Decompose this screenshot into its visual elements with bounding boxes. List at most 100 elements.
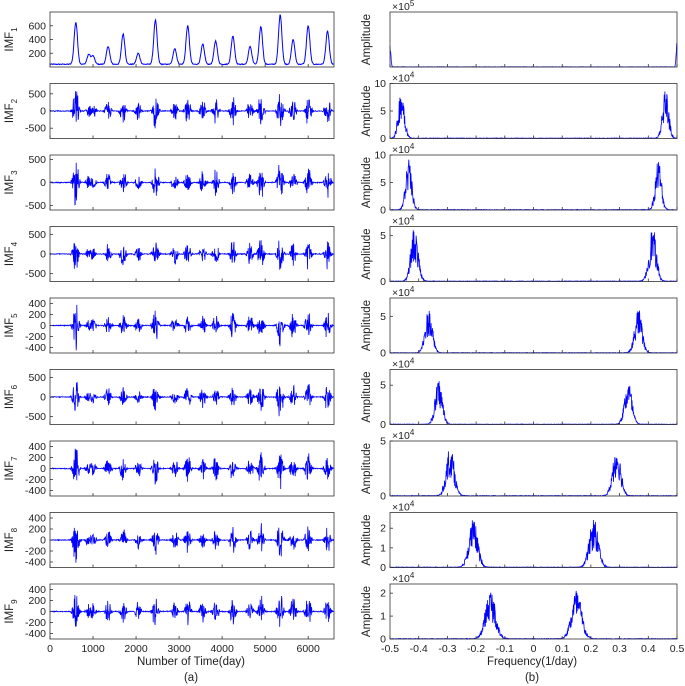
amplitude-ylabel: Amplitude: [361, 514, 373, 565]
x-tick-label: 0.4: [641, 643, 656, 655]
exponent-label: ×104: [392, 285, 415, 299]
y-tick-label: 0: [40, 606, 46, 618]
x-tick-label: 6000: [297, 643, 321, 655]
spectrum-1-axes-box: [389, 11, 678, 68]
spectrum-9-series: [389, 590, 678, 640]
y-tick-label: -400: [25, 342, 46, 354]
x-tick-label: -0.3: [438, 643, 456, 655]
amplitude-ylabel: Amplitude: [361, 228, 373, 279]
x-tick-label: 5000: [253, 643, 277, 655]
imf-9-series: [49, 594, 335, 627]
imf-1-axes-box: [49, 11, 335, 68]
y-tick-label: 400: [28, 513, 46, 525]
y-tick-label: 5: [380, 311, 386, 323]
spectrum-2-plot: 10 5 0 ×104 Amplitude: [361, 71, 678, 145]
y-tick-label: -500: [25, 268, 46, 280]
y-tick-label: 0: [40, 106, 46, 118]
x-tick-label: 0.3: [612, 643, 627, 655]
caption-b: (b): [525, 672, 539, 684]
spectrum-6-plot: 5 0 ×104 Amplitude: [361, 357, 678, 431]
imf-9-ylabel: IMF9: [4, 599, 19, 624]
imf-8-series: [49, 523, 335, 563]
spectrum-7-axes-box: [389, 440, 678, 497]
spectrum-5-plot: 5 0 ×104 Amplitude: [361, 285, 678, 360]
imf-3-series: [49, 162, 335, 206]
exponent-label: ×104: [392, 142, 415, 156]
imf-4-ylabel: IMF4: [4, 241, 19, 266]
amplitude-ylabel: Amplitude: [361, 300, 373, 351]
amplitude-ylabel: Amplitude: [361, 371, 373, 422]
spectrum-8-plot: 2 1 0 ×104 Amplitude: [361, 500, 678, 574]
exponent-label: ×104: [392, 71, 415, 85]
y-tick-label: 200: [28, 595, 46, 607]
x-tick-label: 1000: [81, 643, 105, 655]
y-tick-label: 0: [380, 133, 386, 145]
spectrum-3-axes-box: [389, 154, 678, 211]
y-tick-label: -400: [25, 628, 46, 640]
imf-6-plot: 500 0 -500 IMF6: [4, 369, 335, 425]
x-tick-label: 4000: [210, 643, 234, 655]
y-tick-label: 5: [380, 177, 386, 189]
y-tick-label: 10: [374, 78, 386, 90]
spectrum-4-series: [389, 230, 678, 283]
y-tick-label: 500: [28, 229, 46, 241]
y-tick-label: -200: [25, 617, 46, 629]
imf-2-series: [49, 91, 335, 129]
exponent-label: ×105: [392, 0, 415, 13]
spectrum-4-axes-box: [389, 226, 678, 282]
y-tick-label: 0: [380, 276, 386, 288]
exponent-label: ×104: [392, 214, 415, 228]
y-tick-label: -400: [25, 485, 46, 497]
xlabel-a: Number of Time(day): [137, 656, 245, 668]
imf-4-plot: 500 0 -500 IMF4: [4, 226, 335, 282]
y-tick-label: 500: [28, 372, 46, 384]
spectrum-2-series: [389, 91, 678, 140]
spectrum-3-plot: 10 5 0 ×104 Amplitude: [361, 142, 678, 217]
spectrum-5-series: [389, 310, 678, 354]
x-tick-label: 2000: [124, 643, 148, 655]
y-tick-label: 0: [40, 463, 46, 475]
caption-a: (a): [184, 672, 198, 684]
x-tick-label: 0: [531, 643, 537, 655]
x-tick-label: 0.5: [670, 643, 685, 655]
y-tick-label: 400: [28, 34, 46, 46]
y-tick-label: 1: [380, 611, 386, 623]
imf-3-ylabel: IMF3: [4, 170, 19, 195]
y-tick-label: 0: [40, 320, 46, 332]
panel-a-time-series: 600400200IMF15000-500IMF25000-500IMF3500…: [4, 11, 335, 655]
y-tick-label: -200: [25, 331, 46, 343]
y-tick-label: 1: [380, 542, 386, 554]
y-tick-label: 10: [374, 150, 386, 162]
y-tick-label: 400: [28, 584, 46, 596]
y-tick-label: 2: [380, 523, 386, 535]
imf-1-series: [49, 14, 335, 66]
y-tick-label: 0: [380, 205, 386, 217]
y-tick-label: 0: [380, 491, 386, 503]
amplitude-ylabel: Amplitude: [361, 85, 373, 136]
spectrum-6-series: [390, 381, 678, 426]
amplitude-ylabel: Amplitude: [361, 14, 373, 65]
imf-5-ylabel: IMF5: [4, 313, 19, 338]
spectrum-1-series: [389, 43, 678, 68]
x-tick-label: 3000: [167, 643, 191, 655]
y-tick-label: 400: [28, 441, 46, 453]
imf-4-series: [49, 240, 335, 270]
spectrum-7-series: [389, 451, 678, 497]
spectrum-8-series: [389, 519, 678, 569]
spectrum-1-plot: ×105 Amplitude: [361, 0, 678, 68]
y-tick-label: 0: [380, 634, 386, 646]
y-tick-label: 5: [380, 230, 386, 242]
y-tick-label: 5: [380, 380, 386, 392]
imf-8-ylabel: IMF8: [4, 527, 19, 552]
exponent-label: ×104: [392, 571, 415, 585]
y-tick-label: 0: [40, 535, 46, 547]
imf-1-plot: 600 400 200 IMF1: [4, 11, 335, 68]
imf-2-plot: 500 0 -500 IMF2: [4, 83, 335, 139]
y-tick-label: 5: [380, 106, 386, 118]
spectrum-3-series: [389, 159, 678, 211]
imf-6-ylabel: IMF6: [4, 384, 19, 409]
